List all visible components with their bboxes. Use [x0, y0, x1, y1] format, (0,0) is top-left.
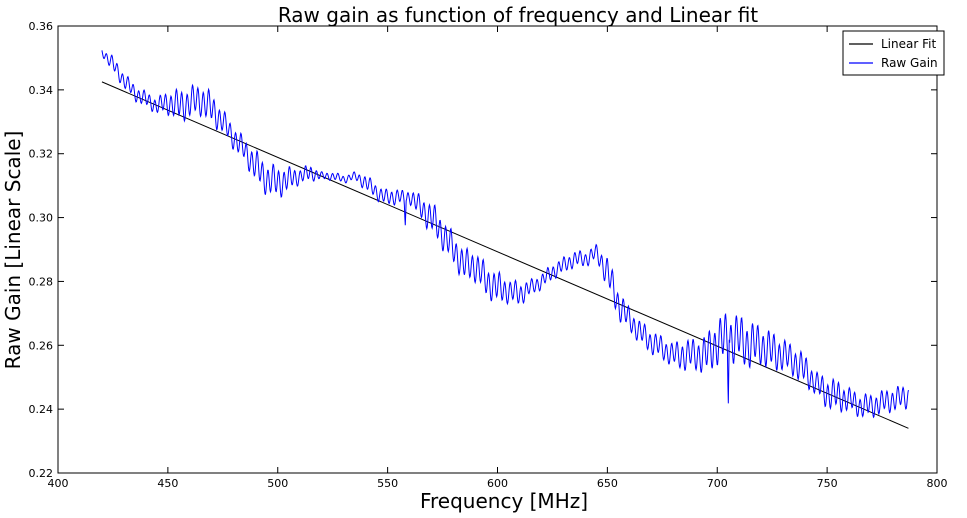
plot-area: 400 450 500 550 600 650 700 750 800 0.22 0.24 0.26 0… [29, 20, 948, 490]
x-tick-label: 500 [267, 477, 288, 490]
legend-label: Raw Gain [881, 56, 938, 70]
x-axis-label: Frequency [MHz] [420, 489, 588, 513]
x-tick-label: 700 [707, 477, 728, 490]
x-tick-label: 550 [377, 477, 398, 490]
y-tick-label: 0.32 [29, 148, 54, 161]
legend-box [842, 30, 945, 76]
x-tick-label: 650 [597, 477, 618, 490]
chart-title: Raw gain as function of frequency and Li… [278, 3, 758, 27]
legend: Linear Fit Raw Gain [842, 30, 945, 76]
x-tick-label: 400 [48, 477, 69, 490]
y-tick-label: 0.36 [29, 20, 54, 33]
y-tick-label: 0.22 [29, 467, 54, 480]
y-tick-label: 0.34 [29, 84, 54, 97]
plot-frame [57, 25, 938, 474]
x-tick-label: 800 [927, 477, 948, 490]
y-tick-label: 0.28 [29, 275, 54, 288]
raw-gain-line [101, 50, 909, 419]
y-tick-label: 0.30 [29, 212, 54, 225]
linear-fit-line [101, 81, 909, 429]
x-tick-label: 750 [817, 477, 838, 490]
y-tick-label: 0.26 [29, 339, 54, 352]
x-tick-label: 450 [157, 477, 178, 490]
y-tick-label: 0.24 [29, 403, 54, 416]
x-tick-label: 600 [487, 477, 508, 490]
legend-label: Linear Fit [881, 37, 936, 51]
y-axis-label: Raw Gain [Linear Scale] [1, 131, 25, 370]
